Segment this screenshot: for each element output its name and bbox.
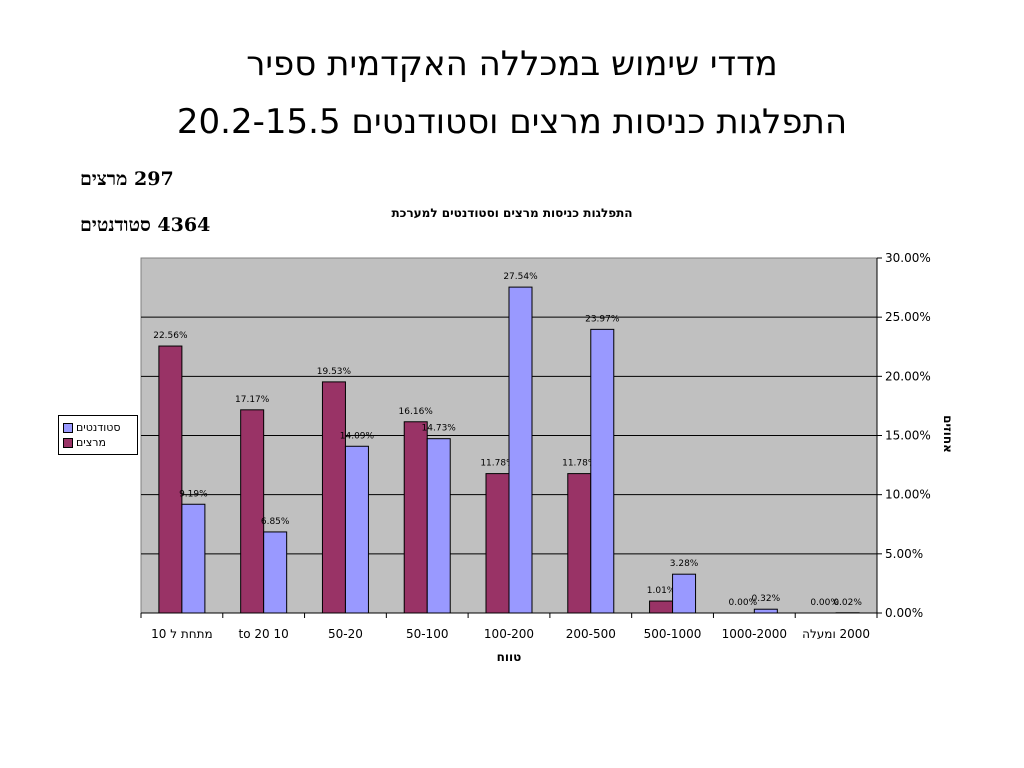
x-tick-label: 50-100 [406,627,449,641]
x-tick-label: 500-1000 [644,627,702,641]
data-label: 19.53% [317,367,352,377]
data-label: 3.28% [670,559,699,569]
data-label: 0.32% [752,594,781,604]
x-tick-label: 10 to 20 [239,627,289,641]
legend-swatch [63,437,73,448]
bar-students [181,503,206,614]
slide-title-line-2: התפלגות כניסות מרצים וסטודנטים 20.2-15.5 [176,102,848,142]
chart-legend: סטודנטים מרצים [58,415,138,455]
chart-title: התפלגות כניסות מרצים וסטודנטים למערכת [391,206,632,220]
data-label: 16.16% [399,407,434,417]
y-tick-label: 30.00% [885,251,931,265]
bar-students [508,286,533,614]
y-tick-label: 10.00% [885,488,931,502]
legend-swatch [63,422,73,433]
data-label: 27.54% [503,272,538,282]
data-label: 1.01% [647,586,676,596]
bar-lecturers [158,345,183,614]
data-label: 14.73% [422,424,457,434]
bar-students [672,573,697,614]
data-label: 0.00% [729,598,758,608]
data-label: 11.78% [562,459,597,469]
y-tick-label: 0.00% [885,606,923,620]
x-axis-label: טווח [497,650,522,664]
data-label: 0.02% [833,598,862,608]
data-label: 14.09% [340,431,375,441]
legend-label: מרצים [76,436,106,449]
bar-lecturers [649,600,674,614]
bar-students [344,445,369,614]
bar-students [426,438,451,614]
bar-lecturers [240,409,265,614]
students-count: 4364 סטודנטים [80,214,211,236]
y-tick-label: 25.00% [885,310,931,324]
data-label: 17.17% [235,395,270,405]
bar-lecturers [403,421,428,614]
legend-item: מרצים [63,436,133,449]
x-tick-label: 2000 ומעלה [802,627,870,641]
lecturers-count: 297 מרצים [80,168,174,190]
bar-lecturers [321,381,346,614]
slide-title-line-1: מדדי שימוש במכללה האקדמית ספיר [246,44,778,84]
x-tick-label: 50-20 [328,627,363,641]
data-label: 6.85% [261,517,290,527]
bar-students [263,531,288,614]
bar-students [590,328,615,614]
data-label: 23.97% [585,314,620,324]
bar-students [753,608,778,614]
legend-item: סטודנטים [63,421,133,434]
x-tick-label: 1000-2000 [722,627,787,641]
data-label: 22.56% [153,331,188,341]
legend-label: סטודנטים [76,421,121,434]
y-tick-label: 20.00% [885,369,931,383]
y-tick-label: 5.00% [885,547,923,561]
data-label: 0.00% [810,598,839,608]
bar-lecturers [485,473,510,614]
x-tick-label: מתחת ל 10 [151,627,213,641]
bar-lecturers [567,473,592,614]
x-tick-label: 200-500 [566,627,616,641]
data-label: 9.19% [179,489,208,499]
x-tick-label: 100-200 [484,627,534,641]
y-axis-label: אחוזים [941,415,955,453]
y-tick-label: 15.00% [885,429,931,443]
data-label: 11.78% [480,459,515,469]
